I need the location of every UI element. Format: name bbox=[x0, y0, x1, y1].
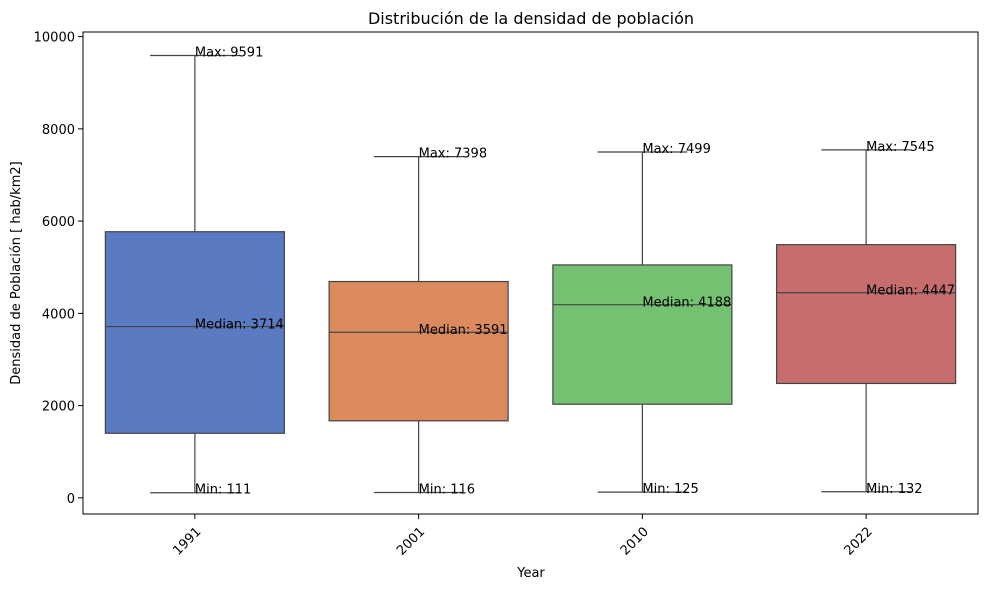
box-1991 bbox=[104, 231, 285, 434]
max-annotation: Max: 7398 bbox=[419, 147, 487, 162]
y-tick-label: 6000 bbox=[42, 215, 75, 230]
min-annotation: Min: 125 bbox=[642, 482, 698, 497]
plot-area: 0 2000 4000 6000 8000 10000 Max: 9591 Median: 3… bbox=[34, 31, 957, 559]
y-tick-label: 4000 bbox=[42, 307, 75, 322]
min-annotation: Min: 116 bbox=[419, 483, 475, 498]
x-tick-label: 2022 bbox=[842, 525, 876, 559]
min-annotation: Min: 132 bbox=[866, 482, 922, 497]
median-annotation: Median: 4188 bbox=[642, 296, 731, 311]
plot-frame bbox=[82, 31, 979, 515]
x-tick-label: 2001 bbox=[394, 525, 428, 559]
x-axis-label: Year bbox=[516, 566, 545, 581]
max-annotation: Max: 9591 bbox=[195, 45, 263, 60]
box-2001 bbox=[328, 280, 509, 422]
max-annotation: Max: 7545 bbox=[866, 140, 934, 155]
box-2010 bbox=[552, 264, 733, 405]
box-2022 bbox=[776, 244, 957, 385]
median-annotation: Median: 3714 bbox=[195, 318, 284, 333]
median-annotation: Median: 3591 bbox=[419, 323, 508, 338]
y-tick-label: 8000 bbox=[42, 123, 75, 138]
y-tick-label: 10000 bbox=[34, 31, 75, 46]
x-tick-label: 2010 bbox=[618, 525, 652, 559]
max-annotation: Max: 7499 bbox=[642, 142, 710, 157]
chart-title: Distribución de la densidad de población bbox=[368, 9, 694, 28]
min-annotation: Min: 111 bbox=[195, 483, 251, 498]
median-annotation: Median: 4447 bbox=[866, 284, 955, 299]
x-tick-label: 1991 bbox=[170, 525, 204, 559]
y-tick-label: 2000 bbox=[42, 400, 75, 415]
y-tick-label: 0 bbox=[67, 492, 75, 507]
y-axis-label: Densidad de Población [ hab/km2] bbox=[9, 161, 24, 384]
